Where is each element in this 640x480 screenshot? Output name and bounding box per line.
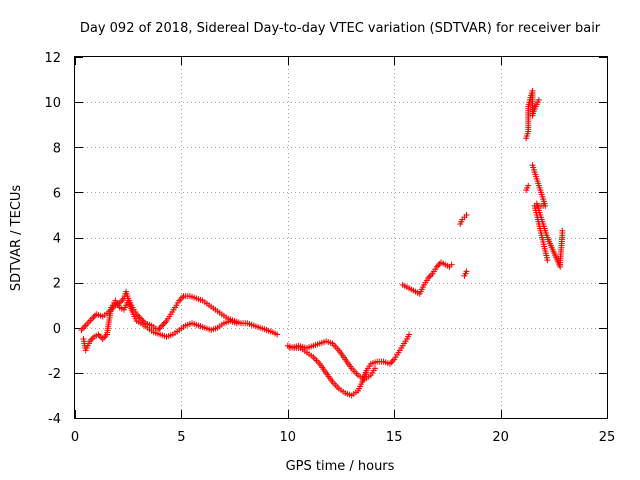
ticks: 0 5 10 15 20 25 -4 -2 0 2 4 6 8 10 12 (44, 51, 615, 445)
y-tick-label: 4 (53, 232, 61, 247)
data-point (96, 333, 103, 340)
plot-frame (74, 56, 608, 419)
y-tick-label: -2 (48, 367, 61, 382)
data-point (406, 331, 413, 338)
data-point (79, 325, 86, 332)
y-tick-label: 10 (44, 96, 61, 111)
data-point (99, 336, 106, 343)
y-axis-label: SDTVAR / TECUs (9, 185, 24, 292)
data-point (81, 323, 88, 330)
data-point (101, 334, 108, 341)
data-point (157, 323, 164, 330)
data-point (89, 335, 96, 342)
x-axis-label: GPS time / hours (286, 459, 395, 474)
y-tick-label: 2 (53, 277, 61, 292)
data-point (388, 359, 395, 366)
data-point (177, 296, 184, 303)
data-point (463, 211, 470, 218)
data-point (162, 319, 169, 326)
data-point (428, 272, 435, 279)
data-point (233, 320, 240, 327)
x-tick-label: 10 (280, 430, 297, 445)
grid (75, 57, 607, 418)
y-tick-label: -4 (48, 412, 61, 427)
data-point (426, 273, 433, 280)
data-point (463, 268, 470, 275)
data-points (78, 87, 566, 399)
data-point (78, 327, 85, 334)
data-point (525, 182, 532, 189)
x-tick-label: 15 (386, 430, 403, 445)
x-tick-label: 25 (599, 430, 616, 445)
data-point (559, 227, 566, 234)
data-point (179, 294, 186, 301)
data-point (535, 96, 542, 103)
data-point (91, 312, 98, 319)
data-point (372, 365, 379, 372)
data-point (160, 320, 167, 327)
y-tick-label: 6 (53, 186, 61, 201)
x-tick-label: 5 (177, 430, 185, 445)
y-tick-label: 12 (44, 51, 61, 66)
data-point (274, 331, 281, 338)
y-tick-label: 0 (53, 322, 61, 337)
data-point (448, 261, 455, 268)
data-point (136, 314, 143, 321)
x-tick-label: 0 (71, 430, 79, 445)
x-tick-label: 20 (492, 430, 509, 445)
chart-title: Day 092 of 2018, Sidereal Day-to-day VTE… (80, 21, 601, 36)
data-point (159, 322, 166, 329)
data-point (118, 298, 125, 305)
data-point (156, 325, 163, 332)
y-tick-label: 8 (53, 141, 61, 156)
data-point (544, 257, 551, 264)
